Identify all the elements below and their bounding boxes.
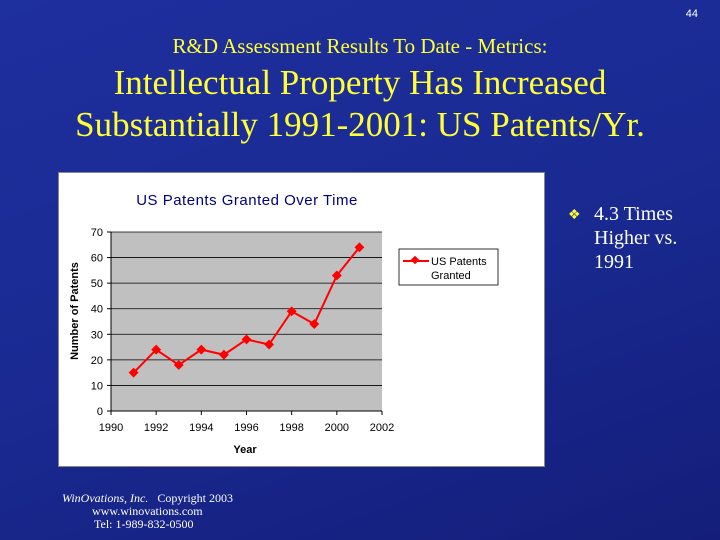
- x-tick-label: 2000: [325, 422, 349, 434]
- y-tick-label: 60: [91, 253, 103, 265]
- y-tick-label: 10: [91, 380, 103, 392]
- legend-label-2: Granted: [431, 270, 471, 282]
- slide-title: Intellectual Property Has Increased Subst…: [0, 62, 720, 146]
- x-tick-label: 1996: [234, 422, 258, 434]
- footer: WinOvations, Inc. Copyright 2003 www.win…: [62, 492, 233, 531]
- footer-company: WinOvations, Inc.: [62, 491, 149, 505]
- footer-url: www.winovations.com: [92, 504, 203, 518]
- chart-container: US Patents Granted Over Time 0 10 20 30 40 50…: [58, 172, 545, 467]
- y-tick-label: 30: [91, 329, 103, 341]
- x-tick-label: 1992: [144, 422, 168, 434]
- data-point: [218, 349, 229, 360]
- data-point: [309, 319, 320, 330]
- x-axis-label: Year: [233, 444, 257, 456]
- y-tick-label: 20: [91, 355, 103, 367]
- x-tick-label: 2002: [370, 422, 394, 434]
- plot-area: [111, 232, 382, 411]
- legend: US Patents Granted: [398, 248, 499, 286]
- data-point: [286, 306, 297, 317]
- chart-title: US Patents Granted Over Time: [136, 192, 358, 209]
- footer-copyright: Copyright 2003: [157, 491, 233, 505]
- diamond-bullet-icon: ❖: [568, 208, 581, 223]
- data-point: [173, 360, 184, 370]
- legend-marker-icon: [410, 255, 420, 265]
- slide-subtitle: R&D Assessment Results To Date - Metrics…: [172, 34, 548, 58]
- bullet-point: ❖ 4.3 Times Higher vs. 1991: [568, 202, 708, 274]
- footer-tel: Tel: 1-989-832-0500: [94, 517, 194, 531]
- title-line-2: Substantially 1991-2001: US Patents/Yr.: [75, 105, 645, 144]
- y-axis-label: Number of Patents: [69, 262, 81, 360]
- page-number: 44: [685, 8, 698, 20]
- line-chart: US Patents Granted Over Time 0 10 20 30 40 50…: [69, 192, 499, 456]
- x-tick-label: 1990: [99, 422, 123, 434]
- x-tick-label: 1998: [279, 422, 303, 434]
- y-tick-label: 70: [91, 227, 103, 239]
- x-tick-label: 1994: [189, 422, 213, 434]
- legend-label: US Patents: [431, 256, 487, 268]
- bullet-text: 4.3 Times Higher vs. 1991: [594, 203, 678, 273]
- y-tick-label: 50: [91, 278, 103, 290]
- y-tick-label: 0: [97, 406, 103, 418]
- y-tick-label: 40: [91, 304, 103, 316]
- data-point: [264, 339, 275, 350]
- data-point: [196, 344, 207, 355]
- title-line-1: Intellectual Property Has Increased: [113, 63, 607, 102]
- data-point: [241, 334, 252, 345]
